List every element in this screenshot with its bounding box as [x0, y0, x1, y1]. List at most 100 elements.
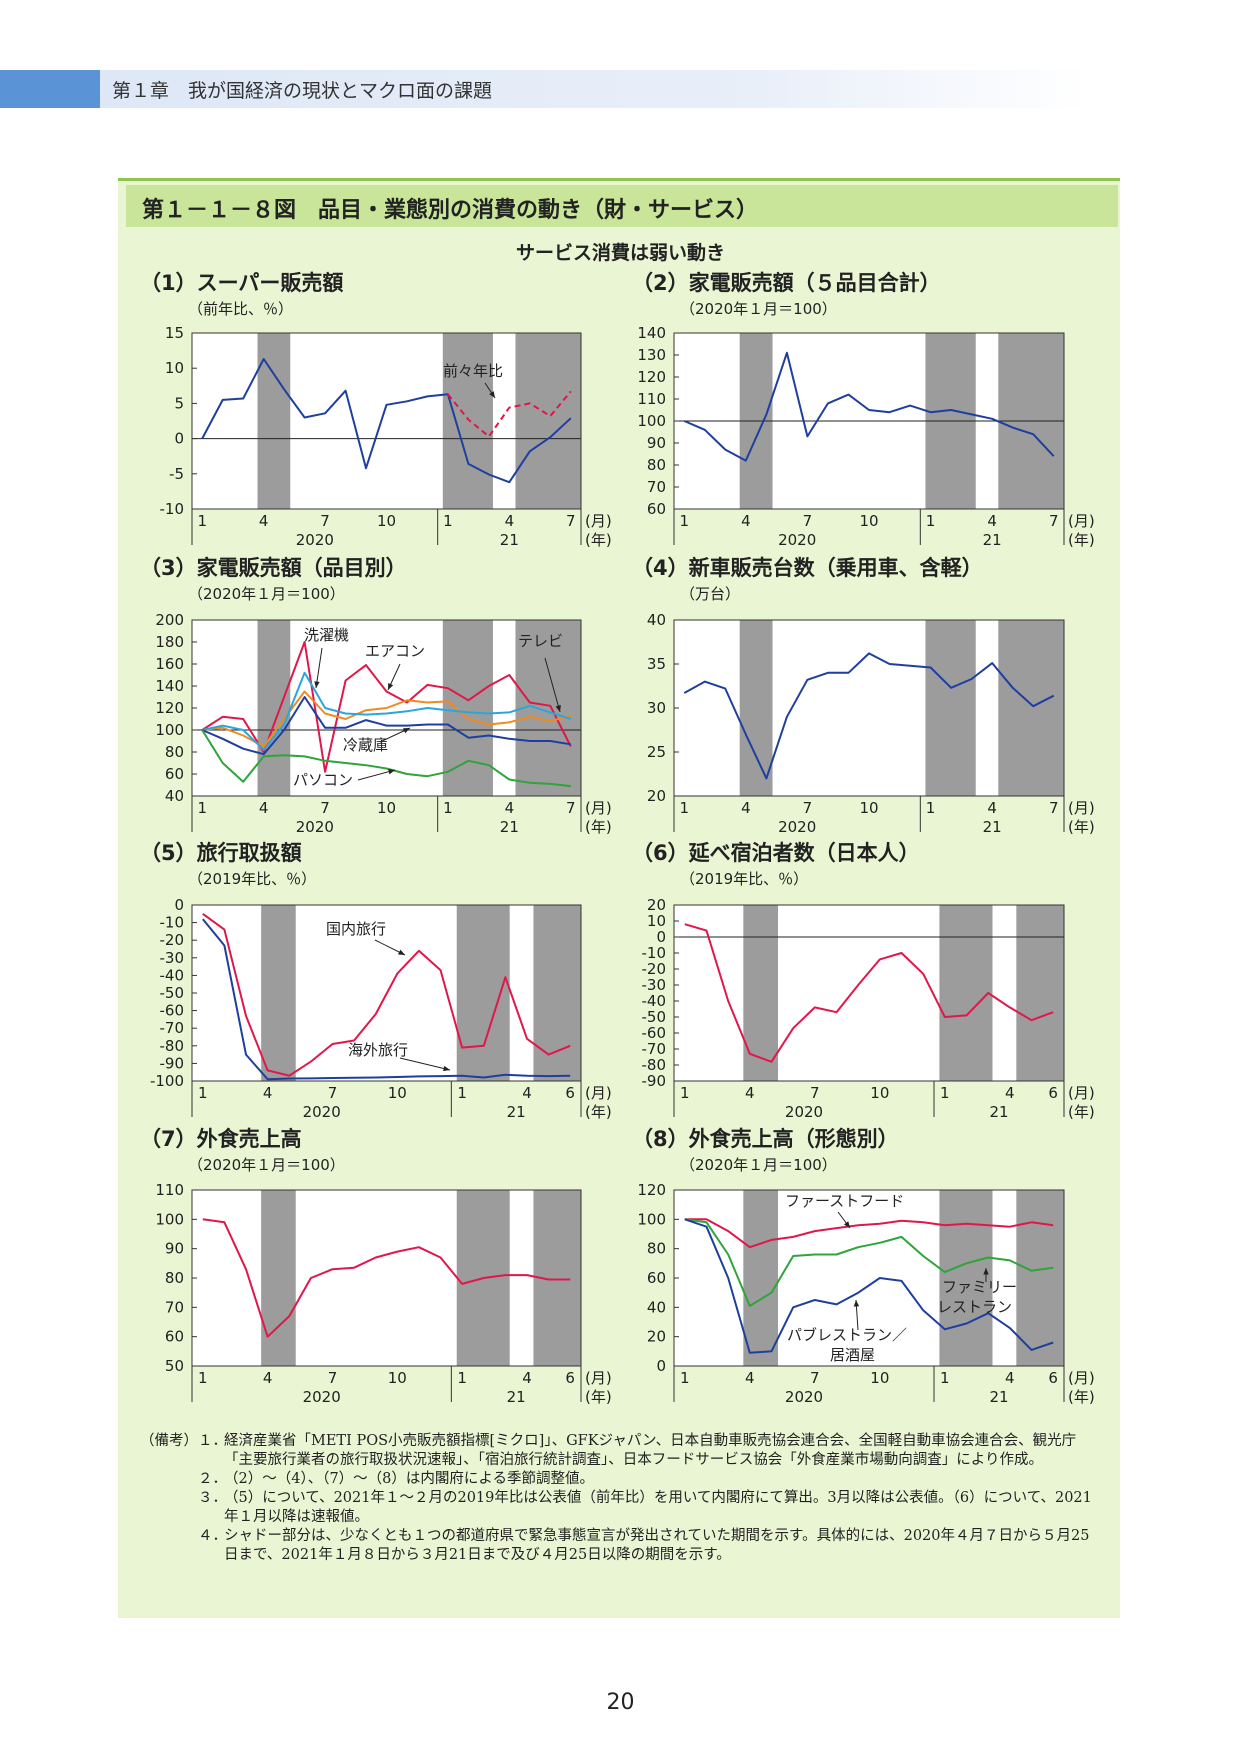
y-tick-label: 70: [165, 1298, 184, 1316]
x-tick-label: 1: [443, 512, 453, 530]
notes-head: （備考）: [140, 1433, 198, 1449]
month-unit: (月): [585, 512, 612, 530]
series-line-1: [684, 1218, 1054, 1249]
x-tick-label: 4: [505, 799, 515, 817]
chart-c8: （8）外食売上高（形態別）（2020年１月＝100）12010080604020…: [632, 1127, 1095, 1406]
y-tick-label: 60: [647, 1269, 666, 1287]
annotation-label: 海外旅行: [348, 1041, 408, 1059]
y-tick-label: -70: [642, 1040, 667, 1058]
year-label: 2020: [785, 1103, 823, 1121]
x-tick-label: 7: [566, 799, 576, 817]
x-tick-label: 6: [1048, 1369, 1058, 1387]
x-tick-label: 1: [198, 1084, 208, 1102]
year-label: 2020: [778, 531, 816, 549]
annotation-arrowhead: [403, 728, 410, 734]
year-label: 2020: [303, 1103, 341, 1121]
x-tick-label: 10: [388, 1369, 407, 1387]
chart-title: （7）外食売上高: [140, 1127, 302, 1151]
plot-area: [674, 905, 1064, 1081]
plot-frame: [673, 904, 1065, 1082]
annotation-label: パブレストラン／: [787, 1326, 907, 1344]
y-tick-label: 60: [647, 500, 666, 518]
x-tick-label: 1: [457, 1084, 467, 1102]
annotation-label: 前々年比: [443, 362, 503, 380]
x-tick-label: 10: [859, 512, 878, 530]
chart-title: （4）新車販売台数（乗用車、含軽）: [632, 556, 983, 580]
year-unit: (年): [585, 1388, 612, 1406]
x-tick-label: 4: [259, 512, 269, 530]
x-tick-label: 7: [1049, 512, 1059, 530]
chart-unit: （2020年１月＝100）: [188, 585, 345, 603]
y-tick-label: 80: [647, 456, 666, 474]
y-tick-label: 0: [174, 896, 184, 914]
chart-unit: （万台）: [680, 585, 740, 603]
shade-period-3: [515, 333, 581, 509]
y-tick-label: 120: [637, 1181, 666, 1199]
y-tick-label: 160: [155, 655, 184, 673]
year-unit: (年): [585, 531, 612, 549]
y-tick-label: 110: [637, 390, 666, 408]
y-tick-label: -10: [160, 500, 185, 518]
y-tick-label: 0: [656, 928, 666, 946]
x-tick-label: 10: [859, 799, 878, 817]
x-tick-label: 7: [803, 799, 813, 817]
shade-period-1: [257, 620, 291, 796]
y-tick-label: 110: [155, 1181, 184, 1199]
year-label: 2020: [296, 818, 334, 836]
y-tick-label: 60: [165, 765, 184, 783]
y-tick-label: 15: [165, 324, 184, 342]
shade-period-2: [925, 620, 976, 796]
annotation-label: 冷蔵庫: [343, 736, 388, 754]
month-unit: (月): [585, 1084, 612, 1102]
shade-period-2: [442, 620, 493, 796]
year-label: 2020: [785, 1388, 823, 1406]
shade-period-2: [939, 1190, 993, 1366]
chart-unit: （2019年比、％）: [188, 870, 316, 888]
y-tick-label: 180: [155, 633, 184, 651]
y-tick-label: -30: [160, 949, 185, 967]
annotation-arrowhead: [555, 705, 561, 712]
shade-period-3: [533, 905, 581, 1081]
year-unit: (年): [1068, 1388, 1095, 1406]
y-tick-label: -30: [642, 976, 667, 994]
shade-period-1: [261, 905, 296, 1081]
x-tick-label: 1: [198, 1369, 208, 1387]
month-unit: (月): [1068, 799, 1095, 817]
y-tick-label: 130: [637, 346, 666, 364]
x-tick-label: 10: [377, 799, 396, 817]
y-tick-label: 70: [647, 478, 666, 496]
x-tick-label: 4: [1005, 1084, 1015, 1102]
month-unit: (月): [1068, 1084, 1095, 1102]
shade-period-1: [739, 620, 773, 796]
annotation-arrowhead: [983, 1268, 989, 1275]
year-unit: (年): [585, 1103, 612, 1121]
note-row-4: ４． シャドー部分は、少なくとも１つの都道府県で緊急事態宣言が発出されていた期間…: [140, 1527, 1100, 1565]
year-label: 2020: [778, 818, 816, 836]
y-tick-label: 140: [637, 324, 666, 342]
x-tick-label: 7: [328, 1084, 338, 1102]
x-tick-label: 1: [680, 1369, 690, 1387]
series-line-1: [684, 923, 1054, 1063]
year-label: 21: [983, 818, 1002, 836]
chart-unit: （2019年比、％）: [680, 870, 808, 888]
y-tick-label: 60: [165, 1328, 184, 1346]
y-tick-label: 80: [647, 1240, 666, 1258]
annotation-label: パソコン: [293, 771, 353, 789]
x-tick-label: 10: [870, 1084, 889, 1102]
annotation-arrowhead: [853, 1300, 860, 1307]
x-tick-label: 7: [1049, 799, 1059, 817]
annotation-arrowhead: [388, 769, 395, 775]
shade-period-1: [261, 1190, 296, 1366]
x-tick-label: 1: [926, 799, 936, 817]
x-tick-label: 7: [810, 1369, 820, 1387]
chart-title: （2）家電販売額（５品目合計）: [632, 271, 941, 295]
year-label: 2020: [296, 531, 334, 549]
annotation-arrow: [399, 1057, 451, 1071]
annotation-label: ファミリー: [942, 1278, 1017, 1296]
y-tick-label: 40: [647, 611, 666, 629]
year-unit: (年): [585, 818, 612, 836]
series-line-2: [202, 690, 572, 748]
chapter-header-bar: [0, 70, 1090, 108]
